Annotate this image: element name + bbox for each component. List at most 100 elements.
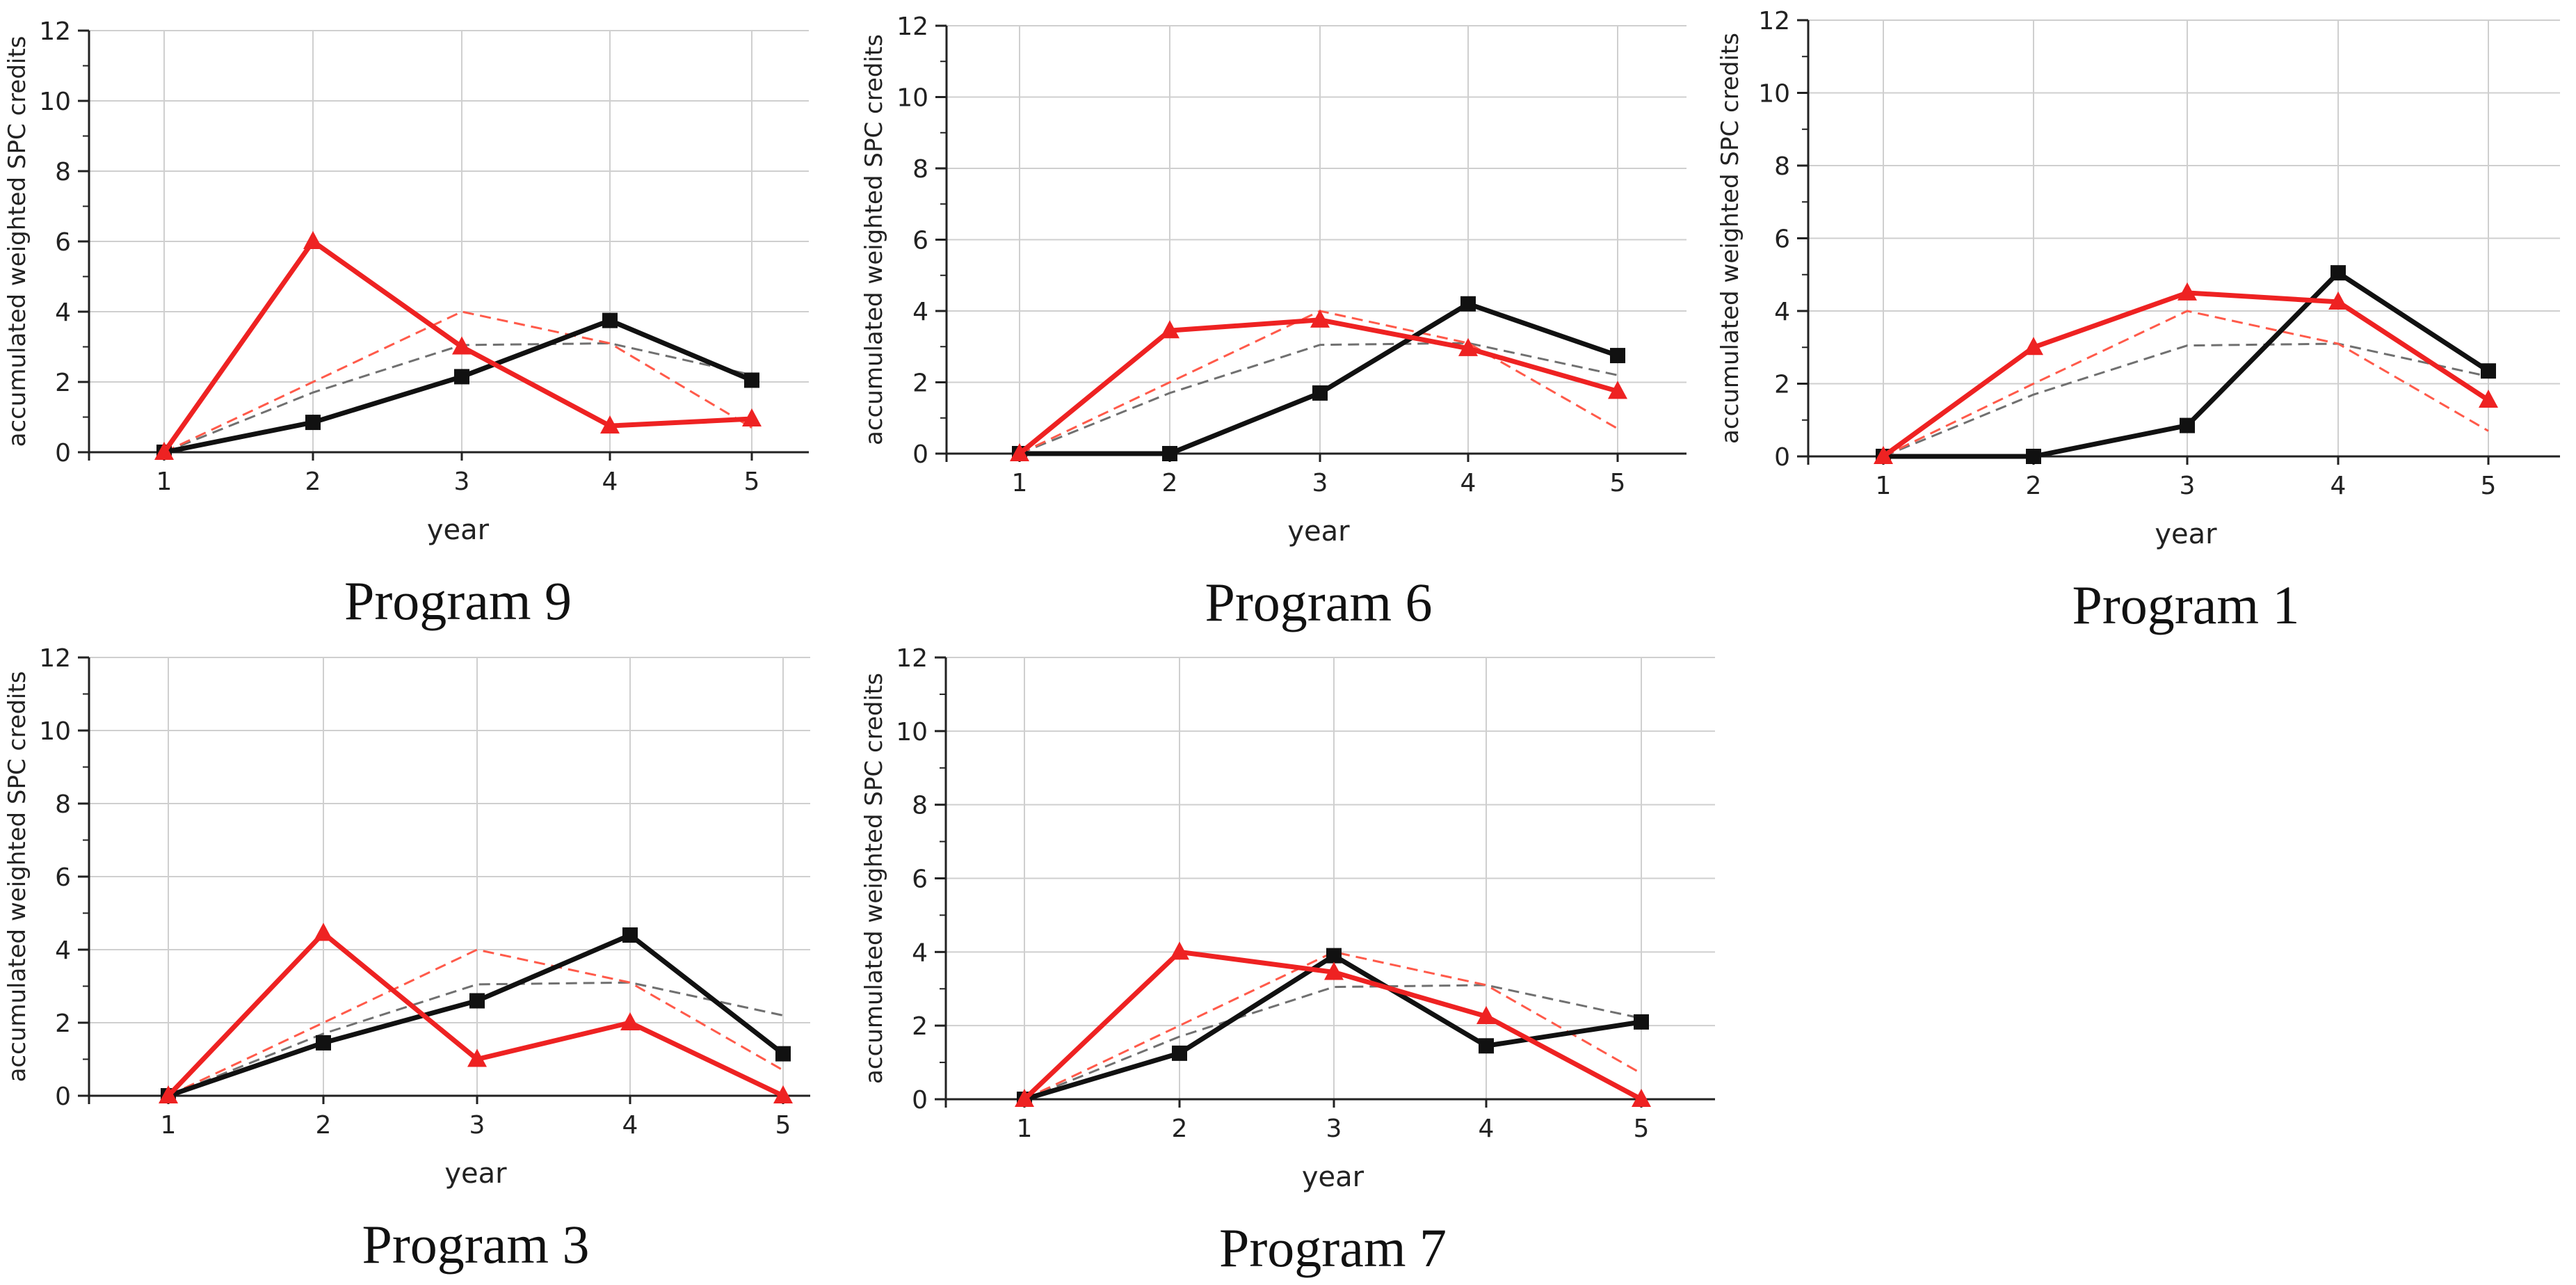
- y-tick-label: 2: [55, 369, 71, 397]
- y-tick-label: 0: [912, 440, 928, 469]
- panel-title: Program 7: [1219, 1218, 1447, 1278]
- data-point-square: [775, 1046, 791, 1062]
- data-point-triangle: [2328, 291, 2348, 310]
- y-tick-label: 6: [55, 228, 71, 257]
- panel-title: Program 6: [1205, 572, 1432, 632]
- series-line-reference-gray: [1019, 342, 1618, 455]
- data-point-square: [2481, 363, 2496, 379]
- y-tick-label: 2: [912, 1012, 928, 1041]
- x-tick-label: 2: [316, 1111, 332, 1140]
- y-tick-label: 10: [896, 718, 928, 747]
- y-tick-label: 2: [1774, 371, 1790, 399]
- x-tick-label: 3: [2180, 472, 2196, 500]
- y-tick-label: 6: [1774, 225, 1790, 254]
- data-point-triangle: [773, 1085, 793, 1103]
- x-tick-label: 4: [1479, 1115, 1495, 1143]
- data-point-triangle: [314, 923, 333, 941]
- x-axis-title: year: [444, 1158, 507, 1190]
- x-tick-label: 1: [1876, 472, 1892, 500]
- series-line-reference-gray: [1883, 342, 2489, 458]
- y-tick-label: 2: [55, 1009, 71, 1038]
- x-axis-title: year: [427, 514, 490, 546]
- data-point-triangle: [1458, 337, 1478, 356]
- data-point-square: [744, 372, 759, 388]
- data-point-square: [602, 312, 618, 328]
- y-tick-label: 12: [39, 17, 71, 46]
- x-tick-label: 4: [2331, 472, 2346, 500]
- y-tick-label: 8: [912, 792, 928, 820]
- series-line-reference-red: [1883, 310, 2489, 458]
- x-tick-label: 5: [1634, 1115, 1650, 1143]
- y-tick-label: 10: [39, 88, 71, 116]
- x-tick-label: 5: [2481, 472, 2497, 500]
- data-point-triangle: [1015, 1089, 1034, 1107]
- x-tick-label: 3: [1326, 1115, 1342, 1143]
- y-tick-label: 2: [912, 369, 928, 398]
- y-tick-label: 12: [39, 644, 71, 673]
- data-point-square: [469, 993, 485, 1009]
- data-point-square: [1312, 385, 1328, 401]
- x-tick-label: 4: [1460, 469, 1476, 497]
- y-tick-label: 8: [912, 155, 928, 184]
- y-tick-label: 0: [1774, 443, 1790, 472]
- data-point-triangle: [159, 1085, 178, 1103]
- y-tick-label: 12: [896, 644, 928, 673]
- x-tick-label: 2: [305, 468, 321, 496]
- series-line-reference-gray: [168, 981, 784, 1097]
- y-tick-label: 10: [1758, 80, 1790, 109]
- data-point-triangle: [1632, 1089, 1651, 1107]
- data-point-triangle: [1874, 446, 1893, 464]
- x-axis-title: year: [2155, 518, 2217, 550]
- data-point-square: [1326, 948, 1342, 964]
- y-tick-label: 8: [55, 158, 71, 186]
- panel-title: Program 1: [2072, 575, 2299, 635]
- series-line-reference-red: [1024, 950, 1642, 1101]
- data-point-triangle: [467, 1048, 487, 1067]
- data-point-square: [454, 369, 469, 385]
- y-tick-label: 6: [912, 227, 928, 255]
- y-axis-title: accumulated weighted SPC credits: [860, 673, 888, 1084]
- panel-title: Program 9: [344, 570, 572, 631]
- data-point-triangle: [1324, 961, 1344, 980]
- data-point-triangle: [2479, 390, 2498, 408]
- x-axis-title: year: [1302, 1161, 1365, 1193]
- x-tick-label: 4: [622, 1111, 638, 1140]
- x-tick-label: 5: [1610, 469, 1626, 497]
- y-tick-label: 12: [896, 13, 928, 41]
- y-tick-label: 8: [55, 790, 71, 819]
- y-axis-title: accumulated weighted SPC credits: [3, 36, 31, 447]
- data-point-triangle: [154, 442, 174, 460]
- y-tick-label: 12: [1758, 7, 1790, 35]
- y-axis-title: accumulated weighted SPC credits: [3, 671, 31, 1083]
- y-tick-label: 4: [1774, 298, 1790, 326]
- data-point-square: [305, 415, 321, 431]
- y-tick-label: 4: [55, 298, 71, 327]
- x-tick-label: 1: [1017, 1115, 1033, 1143]
- data-point-triangle: [1310, 309, 1330, 328]
- y-tick-label: 10: [896, 84, 928, 113]
- series-line-reference-red: [163, 310, 752, 454]
- x-tick-label: 3: [469, 1111, 485, 1140]
- data-point-square: [2331, 265, 2346, 281]
- y-axis-title: accumulated weighted SPC credits: [860, 34, 888, 445]
- data-point-square: [316, 1035, 331, 1051]
- x-tick-label: 4: [602, 468, 618, 496]
- series-line-reference-gray: [1024, 984, 1642, 1101]
- y-tick-label: 0: [55, 439, 71, 468]
- x-tick-label: 5: [775, 1111, 791, 1140]
- data-point-square: [1162, 446, 1177, 461]
- panel-title: Program 3: [362, 1214, 589, 1275]
- data-point-triangle: [2177, 282, 2197, 301]
- data-point-square: [1479, 1038, 1494, 1054]
- y-axis-title: accumulated weighted SPC credits: [1716, 33, 1744, 444]
- x-tick-label: 5: [744, 468, 760, 496]
- data-point-triangle: [1170, 941, 1189, 960]
- data-point-triangle: [1010, 443, 1029, 461]
